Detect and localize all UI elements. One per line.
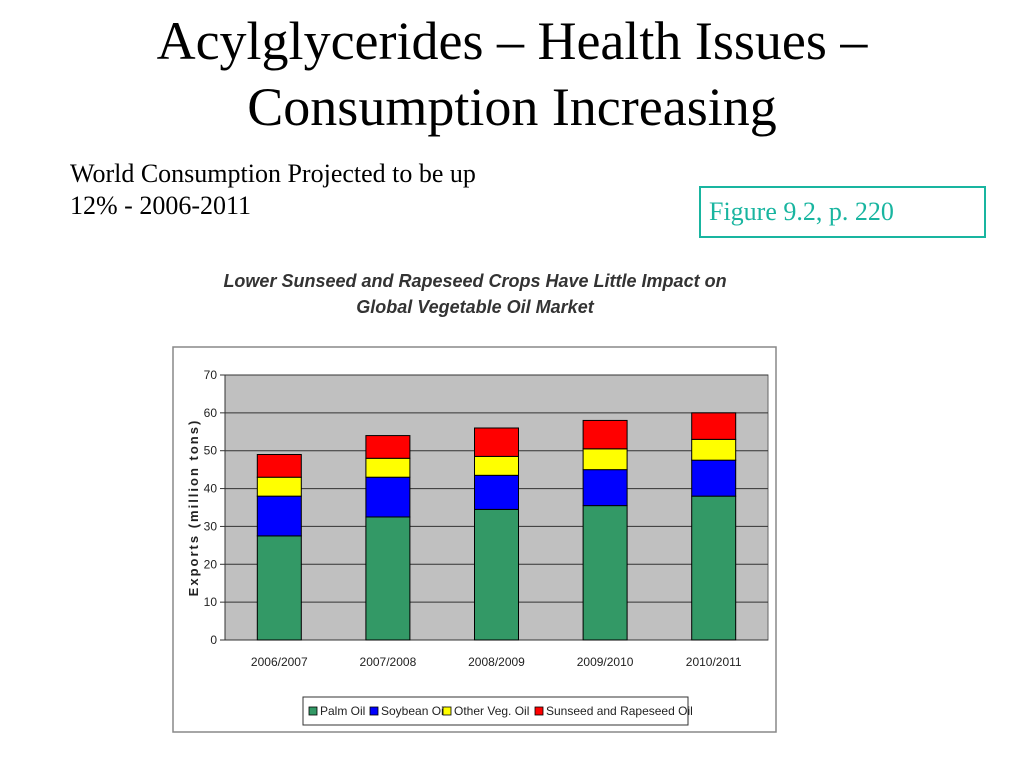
x-tick-label: 2007/2008 [360, 655, 417, 669]
figure-reference-box: Figure 9.2, p. 220 [699, 186, 986, 238]
x-tick-label: 2008/2009 [468, 655, 525, 669]
legend-label: Palm Oil [320, 704, 365, 718]
y-axis-label: Exports (million tons) [186, 419, 201, 597]
y-tick-label: 50 [204, 444, 218, 458]
legend-swatch [534, 706, 544, 716]
legend-label: Other Veg. Oil [454, 704, 529, 718]
y-tick-label: 40 [204, 482, 218, 496]
y-tick-label: 70 [204, 368, 218, 382]
y-tick-label: 0 [210, 633, 217, 647]
bar-segment [582, 469, 628, 507]
x-tick-label: 2009/2010 [577, 655, 634, 669]
legend-label: Sunseed and Rapeseed Oil [546, 704, 693, 718]
y-tick-label: 10 [204, 595, 218, 609]
bar-segment [256, 454, 302, 478]
bar-segment [691, 412, 737, 440]
legend-swatch [369, 706, 379, 716]
slide-title-line1: Acylglycerides – Health Issues – [156, 11, 868, 71]
bar-segment [365, 476, 411, 518]
bar-segment [365, 516, 411, 641]
bar-segment [474, 474, 519, 510]
bar-segment [474, 508, 519, 641]
bars [256, 412, 737, 641]
x-axis-ticks: 2006/2007 2007/2008 2008/2009 2009/2010 2010… [251, 655, 742, 669]
legend: Palm Oil Soybean Oil Other Veg. Oil Sunseed… [302, 696, 693, 726]
subtitle-line2: 12% - 2006-2011 [70, 191, 252, 220]
slide-title-line2: Consumption Increasing [247, 77, 777, 137]
chart-title-line1: Lower Sunseed and Rapeseed Crops Have Li… [223, 271, 727, 291]
legend-label: Soybean Oil [381, 704, 446, 718]
legend-swatch [308, 706, 318, 716]
bar-segment [691, 495, 737, 641]
chart-title-line2: Global Vegetable Oil Market [356, 297, 594, 317]
y-axis-ticks: 0 10 20 30 40 50 60 70 [204, 368, 226, 647]
legend-box [302, 696, 689, 726]
stacked-bar-chart: 0 10 20 30 40 50 60 70 2006/2007 2007/2008 2008/2… [172, 346, 777, 733]
legend-swatch [442, 706, 452, 716]
bar-segment [691, 438, 737, 461]
bar-segment [256, 495, 302, 537]
slide-title: Acylglycerides – Health Issues – Consump… [0, 8, 1024, 140]
bar-segment [365, 435, 411, 459]
y-tick-label: 20 [204, 557, 218, 571]
chart-title: Lower Sunseed and Rapeseed Crops Have Li… [170, 268, 780, 320]
bar-segment [582, 448, 628, 471]
y-tick-label: 60 [204, 406, 218, 420]
bar-segment [474, 427, 519, 457]
bar-segment [582, 505, 628, 641]
subtitle-line1: World Consumption Projected to be up [70, 159, 476, 188]
bar-segment [691, 459, 737, 497]
y-tick-label: 30 [204, 519, 218, 533]
bar-segment [256, 535, 302, 641]
bar-segment [474, 455, 519, 476]
bar-segment [365, 457, 411, 478]
x-tick-label: 2006/2007 [251, 655, 308, 669]
bar-segment [256, 476, 302, 497]
bar-segment [582, 419, 628, 450]
x-tick-label: 2010/2011 [686, 655, 742, 669]
slide-subtitle: World Consumption Projected to be up 12%… [70, 158, 630, 222]
